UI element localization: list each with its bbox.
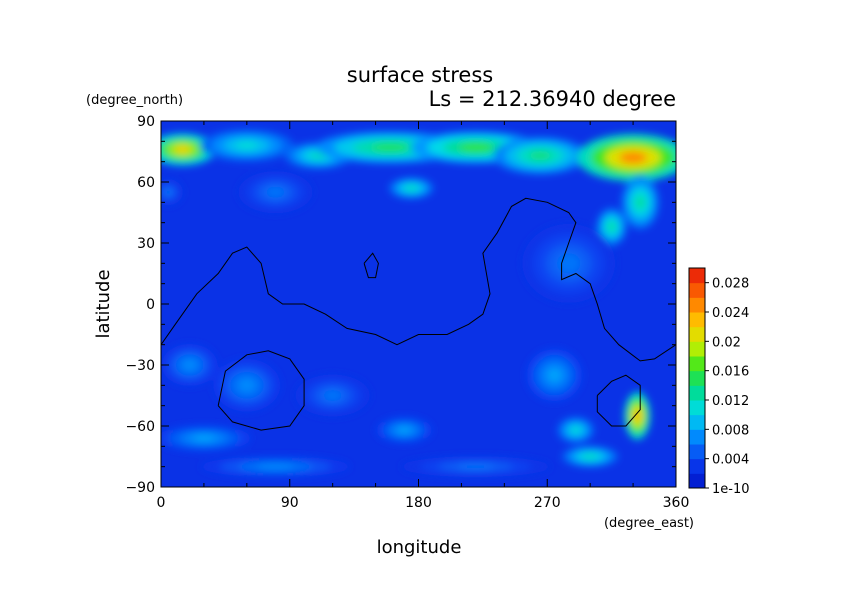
x-axis-label: longitude [377,537,462,558]
stress-blob [201,456,350,478]
colorbar-label: 0.004 [712,453,749,468]
colorbar-segment [689,429,705,445]
colorbar-label: 0.028 [712,277,749,292]
stress-blob [238,171,313,214]
y-unit-label: (degree_north) [86,93,183,108]
y-axis-label: latitude [93,269,114,338]
stress-blob [557,416,595,444]
topography-contours [161,197,676,431]
stress-blob [389,177,434,199]
topography-contour [363,252,379,279]
chart-title: surface stress [347,63,493,87]
y-tick-label: 30 [137,236,155,252]
stress-blob [161,178,184,206]
x-tick-label: 90 [281,495,299,511]
colorbar-segment [689,312,705,328]
y-tick-label: 90 [137,114,155,130]
stress-blob [493,137,587,175]
x-ticks: 0 90 180 270 360 [157,121,690,511]
colorbar-segment [689,268,705,284]
stress-blob [621,175,659,229]
topography-contour [217,350,305,431]
stress-blob [295,374,370,417]
y-ticks: 90 60 30 0 −30 −60 −90 [125,114,676,496]
colorbar-segment [689,356,705,372]
colorbar-segment [689,326,705,342]
y-tick-label: −90 [125,480,155,496]
stress-blob [522,223,616,303]
topography-contour [161,197,676,362]
x-tick-label: 270 [534,495,561,511]
colorbar-label: 0.016 [712,365,749,380]
stress-blob [577,133,676,182]
x-tick-label: 180 [405,495,432,511]
colorbar-segment [689,282,705,298]
colorbar-label: 1e-10 [712,482,750,497]
x-unit-label: (degree_east) [604,516,694,531]
stress-blob [624,392,651,440]
stress-blob [401,456,551,478]
colorbar-segment [689,458,705,474]
stress-blob [161,343,218,387]
chart-subtitle: Ls = 212.36940 degree [429,87,676,111]
colorbar-label: 0.024 [712,306,749,321]
stress-blob [562,445,619,468]
y-tick-label: −60 [125,419,155,435]
colorbar-label: 0.008 [712,423,749,438]
stress-blob [596,208,627,246]
stress-blob [526,348,583,402]
colorbar-segment [689,370,705,386]
stress-blob [161,424,251,452]
stress-blob [376,416,433,444]
colorbar-segment [689,414,705,430]
x-tick-label: 360 [663,495,690,511]
stress-field [161,121,676,487]
y-tick-label: −30 [125,358,155,374]
stress-blob [213,358,281,412]
stress-blob [200,129,294,162]
topography-contour [596,374,641,427]
colorbar-segment [689,473,705,489]
colorbar-label: 0.02 [712,335,741,350]
colorbar-frame [688,267,706,489]
colorbar-segment [689,385,705,401]
y-tick-label: 60 [137,175,155,191]
colorbar-segment [689,341,705,357]
colorbar-segment [689,400,705,416]
x-tick-label: 0 [157,495,166,511]
colorbar-segment [689,444,705,460]
colorbar-segment [689,297,705,313]
colorbar-label: 0.012 [712,394,749,409]
y-tick-label: 0 [146,297,155,313]
colorbar: 0.028 0.024 0.02 0.016 0.012 0.008 0.004 1e-10 [688,267,750,497]
